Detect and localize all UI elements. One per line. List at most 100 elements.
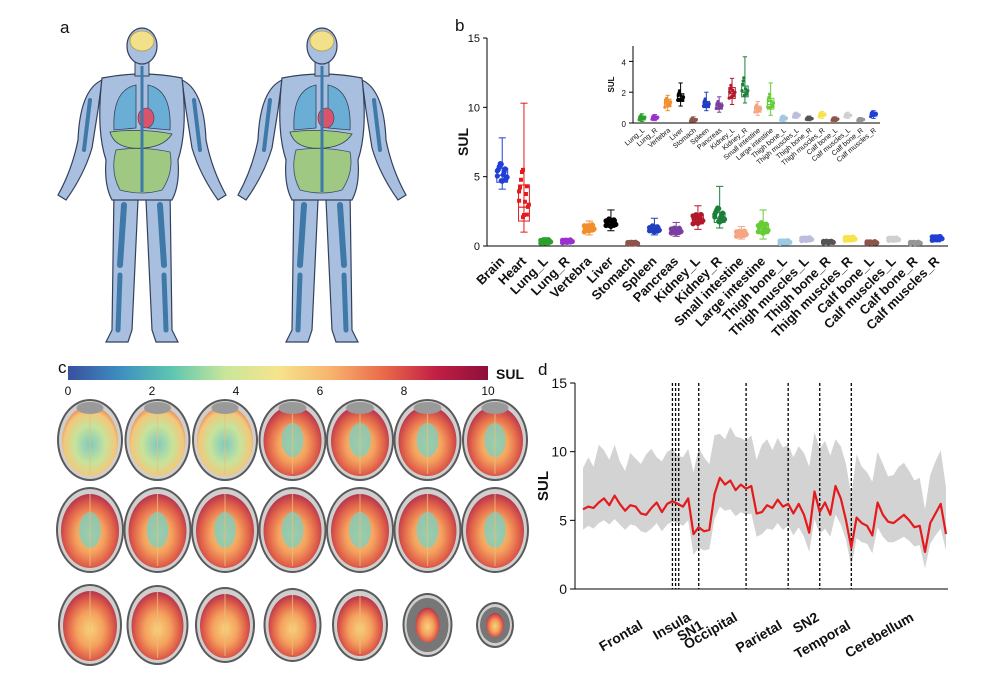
data-point — [538, 237, 544, 243]
data-point — [780, 114, 784, 119]
data-point — [766, 99, 770, 103]
data-point — [823, 113, 827, 117]
data-point — [741, 79, 745, 83]
data-point — [520, 215, 525, 220]
brain-slice — [258, 399, 327, 481]
data-point — [933, 234, 939, 240]
brain-organ — [129, 30, 155, 52]
arm-bone-left — [82, 98, 92, 152]
data-point — [517, 198, 522, 203]
data-point — [716, 99, 720, 104]
data-point — [524, 184, 529, 189]
data-point — [546, 237, 552, 243]
data-point — [803, 235, 809, 241]
data-point — [797, 113, 801, 117]
calf-bone-left — [115, 272, 123, 333]
data-point — [733, 229, 740, 235]
data-point — [729, 83, 733, 87]
data-point — [542, 237, 548, 243]
brain-organ — [309, 30, 335, 52]
data-point — [874, 112, 879, 116]
data-point — [767, 92, 772, 96]
data-point — [643, 115, 647, 120]
y-tick-label: 10 — [551, 444, 567, 460]
data-point — [611, 217, 617, 223]
data-point — [707, 102, 711, 106]
colorbar-label: SUL — [496, 366, 524, 382]
data-point — [499, 178, 505, 184]
data-point — [521, 212, 526, 217]
data-point — [742, 76, 746, 80]
data-point — [650, 223, 657, 229]
region-label: Parietal — [733, 617, 785, 656]
data-point — [607, 216, 613, 223]
brain-slice — [126, 585, 189, 665]
data-point — [828, 238, 834, 244]
data-point — [755, 103, 759, 107]
data-point — [769, 105, 773, 109]
data-point — [771, 101, 776, 105]
data-point — [763, 221, 769, 227]
data-point — [712, 211, 718, 218]
data-point — [526, 202, 531, 207]
data-point — [585, 223, 591, 229]
orbit-region — [481, 402, 509, 414]
data-point — [672, 225, 678, 231]
region-label: Cerebellum — [842, 609, 916, 661]
brain-slice — [191, 487, 259, 573]
data-point — [785, 237, 791, 244]
organ-sul-boxplot: 051015SULBrainHeartLung_LLung_RVertebraL… — [455, 33, 948, 340]
data-point — [728, 86, 732, 91]
data-point — [717, 219, 723, 225]
data-point — [820, 238, 827, 244]
data-point — [522, 199, 527, 204]
colorbar — [68, 366, 488, 380]
data-point — [849, 113, 853, 117]
data-point — [517, 189, 522, 194]
brain-slice — [393, 399, 462, 481]
data-point — [563, 237, 570, 243]
data-point — [720, 210, 726, 216]
data-point — [846, 235, 852, 241]
data-point — [703, 97, 707, 101]
data-point — [759, 220, 765, 227]
data-point — [767, 95, 771, 100]
orbit-region — [278, 402, 307, 414]
data-point — [765, 227, 771, 233]
brain-slice — [123, 487, 192, 573]
left-lung — [113, 84, 137, 131]
right-arm — [361, 79, 407, 201]
y-tick-label: 5 — [474, 172, 480, 184]
left-arm — [57, 79, 103, 201]
colorbar-tick-6: 6 — [317, 384, 324, 398]
y-tick-label: 5 — [559, 512, 567, 528]
data-point — [717, 106, 721, 110]
brain-slice — [332, 589, 388, 661]
data-point — [603, 218, 609, 224]
data-point — [656, 115, 660, 119]
data-point — [781, 238, 787, 244]
data-point — [679, 94, 683, 98]
data-point — [676, 225, 682, 231]
data-point — [784, 116, 789, 120]
data-point — [520, 167, 525, 172]
data-point — [652, 114, 656, 118]
data-point — [819, 111, 823, 115]
thigh-bone-left — [297, 202, 307, 268]
data-point — [518, 185, 523, 190]
data-point — [668, 226, 674, 232]
data-point — [629, 239, 635, 245]
data-point — [625, 239, 631, 246]
y-tick-label: 15 — [551, 375, 567, 391]
left-lung — [293, 84, 317, 131]
data-point — [741, 82, 745, 86]
data-point — [720, 103, 724, 108]
orbit-region — [346, 402, 374, 414]
colorbar-tick-2: 2 — [149, 384, 156, 398]
data-point — [911, 239, 918, 246]
data-point — [524, 212, 529, 217]
data-point — [690, 116, 694, 120]
brain-slice — [258, 487, 327, 573]
data-point — [886, 235, 892, 241]
